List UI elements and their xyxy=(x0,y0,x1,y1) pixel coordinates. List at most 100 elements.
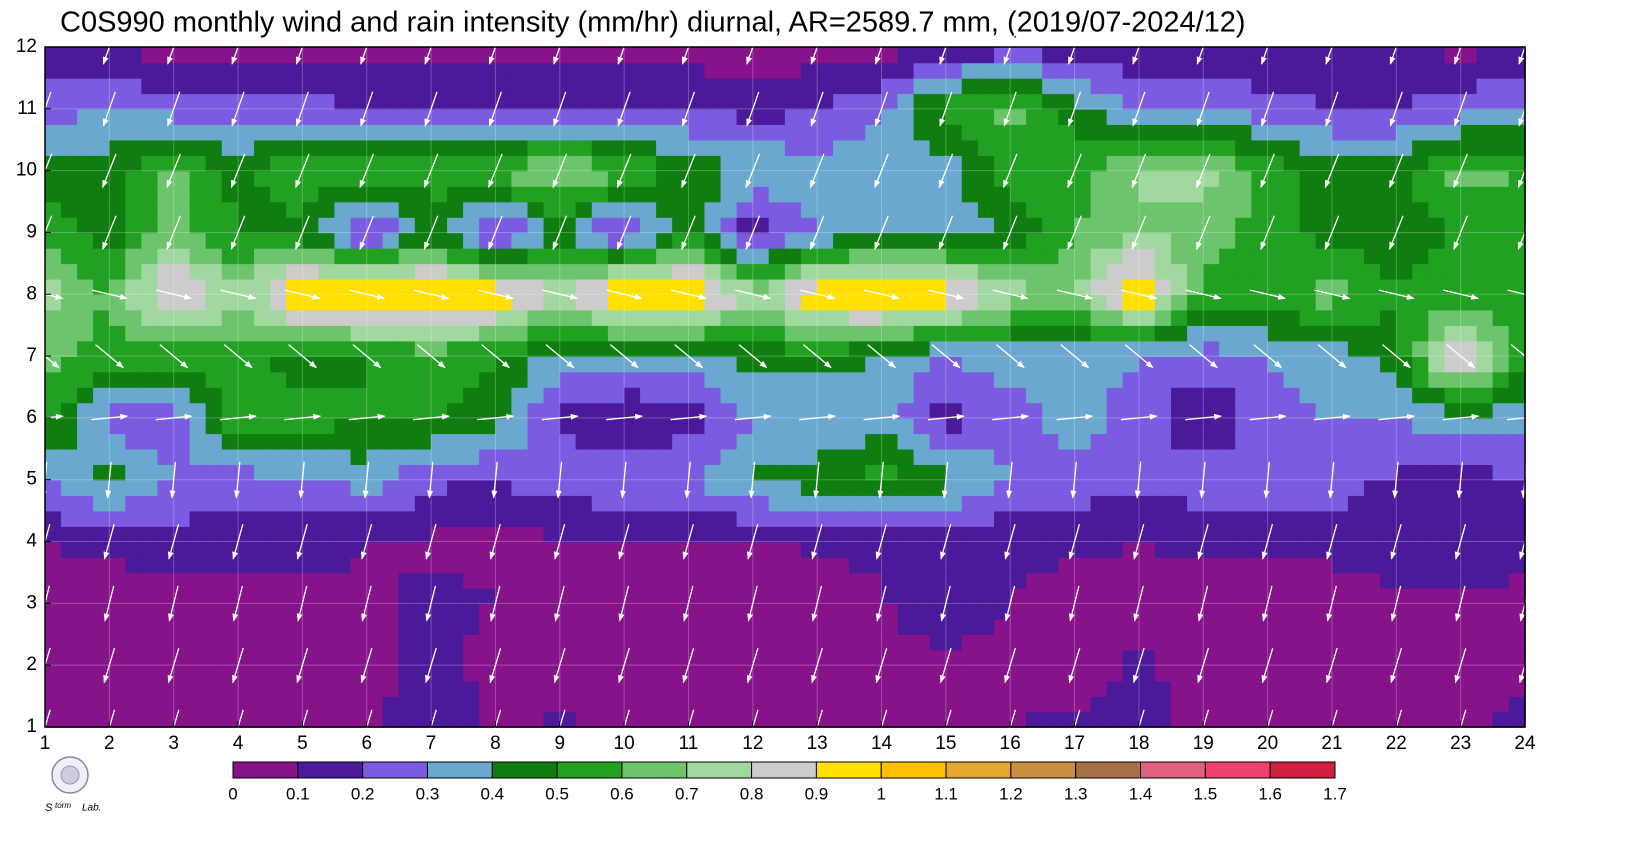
contour-cell xyxy=(768,325,786,342)
contour-cell xyxy=(44,201,62,218)
contour-cell xyxy=(1283,525,1301,543)
contour-cell xyxy=(253,386,271,404)
contour-cell xyxy=(398,649,416,666)
contour-cell xyxy=(1010,325,1028,342)
contour-cell xyxy=(221,464,239,481)
contour-cell xyxy=(414,649,432,666)
contour-cell xyxy=(736,402,754,419)
contour-cell xyxy=(768,201,786,218)
contour-cell xyxy=(414,170,432,187)
contour-cell xyxy=(961,139,979,156)
contour-cell xyxy=(768,216,786,234)
contour-cell xyxy=(1122,62,1140,79)
wind-arrow xyxy=(618,524,630,560)
contour-cell xyxy=(511,711,529,728)
contour-cell xyxy=(286,510,304,527)
contour-cell xyxy=(1428,525,1446,543)
contour-cell xyxy=(463,216,481,234)
contour-cell xyxy=(318,618,336,636)
contour-cell xyxy=(1219,278,1237,296)
y-tick-label: 8 xyxy=(26,283,37,304)
contour-cell xyxy=(833,402,851,419)
contour-cell xyxy=(1283,402,1301,419)
wind-arrow xyxy=(348,413,386,421)
contour-cell xyxy=(736,649,754,666)
contour-cell xyxy=(382,603,400,620)
contour-cell xyxy=(1428,309,1446,326)
contour-cell xyxy=(817,62,835,79)
contour-cell xyxy=(1267,371,1285,388)
contour-cell xyxy=(125,711,143,728)
contour-cell xyxy=(720,46,738,64)
wind-arrow xyxy=(1260,153,1275,189)
contour-cell xyxy=(591,525,609,543)
contour-cell xyxy=(1299,355,1317,373)
contour-cell xyxy=(398,325,416,342)
contour-cell xyxy=(141,124,159,141)
wind-arrow xyxy=(874,215,889,251)
contour-cell xyxy=(253,309,271,326)
contour-cell xyxy=(1267,464,1285,481)
colorbar-label: 1.2 xyxy=(999,784,1023,803)
contour-cell xyxy=(77,386,95,404)
wind-arrow xyxy=(167,647,180,684)
contour-cell xyxy=(270,247,288,265)
contour-cell xyxy=(1492,340,1510,357)
contour-cell xyxy=(447,216,465,234)
contour-cell xyxy=(672,634,690,651)
contour-cell xyxy=(1122,448,1140,466)
contour-cell xyxy=(623,170,641,187)
contour-cell xyxy=(688,232,706,249)
contour-cell xyxy=(60,294,78,311)
contour-cell xyxy=(125,46,143,64)
contour-cell xyxy=(672,510,690,527)
contour-cell xyxy=(543,93,561,110)
contour-cell xyxy=(44,448,62,466)
colorbar-swatch xyxy=(815,761,882,779)
contour-cell xyxy=(286,711,304,728)
contour-cell xyxy=(1283,556,1301,574)
contour-cell xyxy=(929,556,947,574)
contour-cell xyxy=(1396,170,1414,187)
contour-cell xyxy=(1299,556,1317,574)
contour-cell xyxy=(1042,247,1060,265)
contour-cell xyxy=(109,278,127,296)
contour-cell xyxy=(1203,448,1221,466)
contour-cell xyxy=(1251,355,1269,373)
contour-cell xyxy=(865,433,883,450)
colorbar-swatch xyxy=(297,761,364,779)
contour-cell xyxy=(1138,665,1156,682)
contour-cell xyxy=(945,618,963,636)
contour-cell xyxy=(382,634,400,651)
contour-cell xyxy=(1138,495,1156,512)
contour-cell xyxy=(511,556,529,574)
contour-cell xyxy=(1283,495,1301,512)
contour-cell xyxy=(366,495,384,512)
contour-cell xyxy=(1251,309,1269,326)
contour-cell xyxy=(929,93,947,110)
contour-cell xyxy=(897,556,915,574)
contour-cell xyxy=(1026,649,1044,666)
contour-cell xyxy=(44,510,62,527)
contour-cell xyxy=(543,711,561,728)
contour-cell xyxy=(511,108,529,126)
contour-cell xyxy=(575,155,593,172)
contour-cell xyxy=(173,572,191,589)
contour-cell xyxy=(784,77,802,95)
contour-cell xyxy=(1122,525,1140,543)
contour-cell xyxy=(736,525,754,543)
contour-cell xyxy=(1154,386,1172,404)
contour-cell xyxy=(1347,680,1365,697)
contour-cell xyxy=(1203,124,1221,141)
contour-cell xyxy=(286,556,304,574)
contour-cell xyxy=(1251,247,1269,265)
contour-cell xyxy=(1235,464,1253,481)
contour-cell xyxy=(1363,417,1381,435)
contour-cell xyxy=(704,155,722,172)
contour-cell xyxy=(961,93,979,110)
contour-cell xyxy=(591,46,609,64)
contour-cell xyxy=(125,309,143,326)
contour-cell xyxy=(1090,541,1108,558)
contour-cell xyxy=(1251,325,1269,342)
contour-cell xyxy=(334,139,352,156)
